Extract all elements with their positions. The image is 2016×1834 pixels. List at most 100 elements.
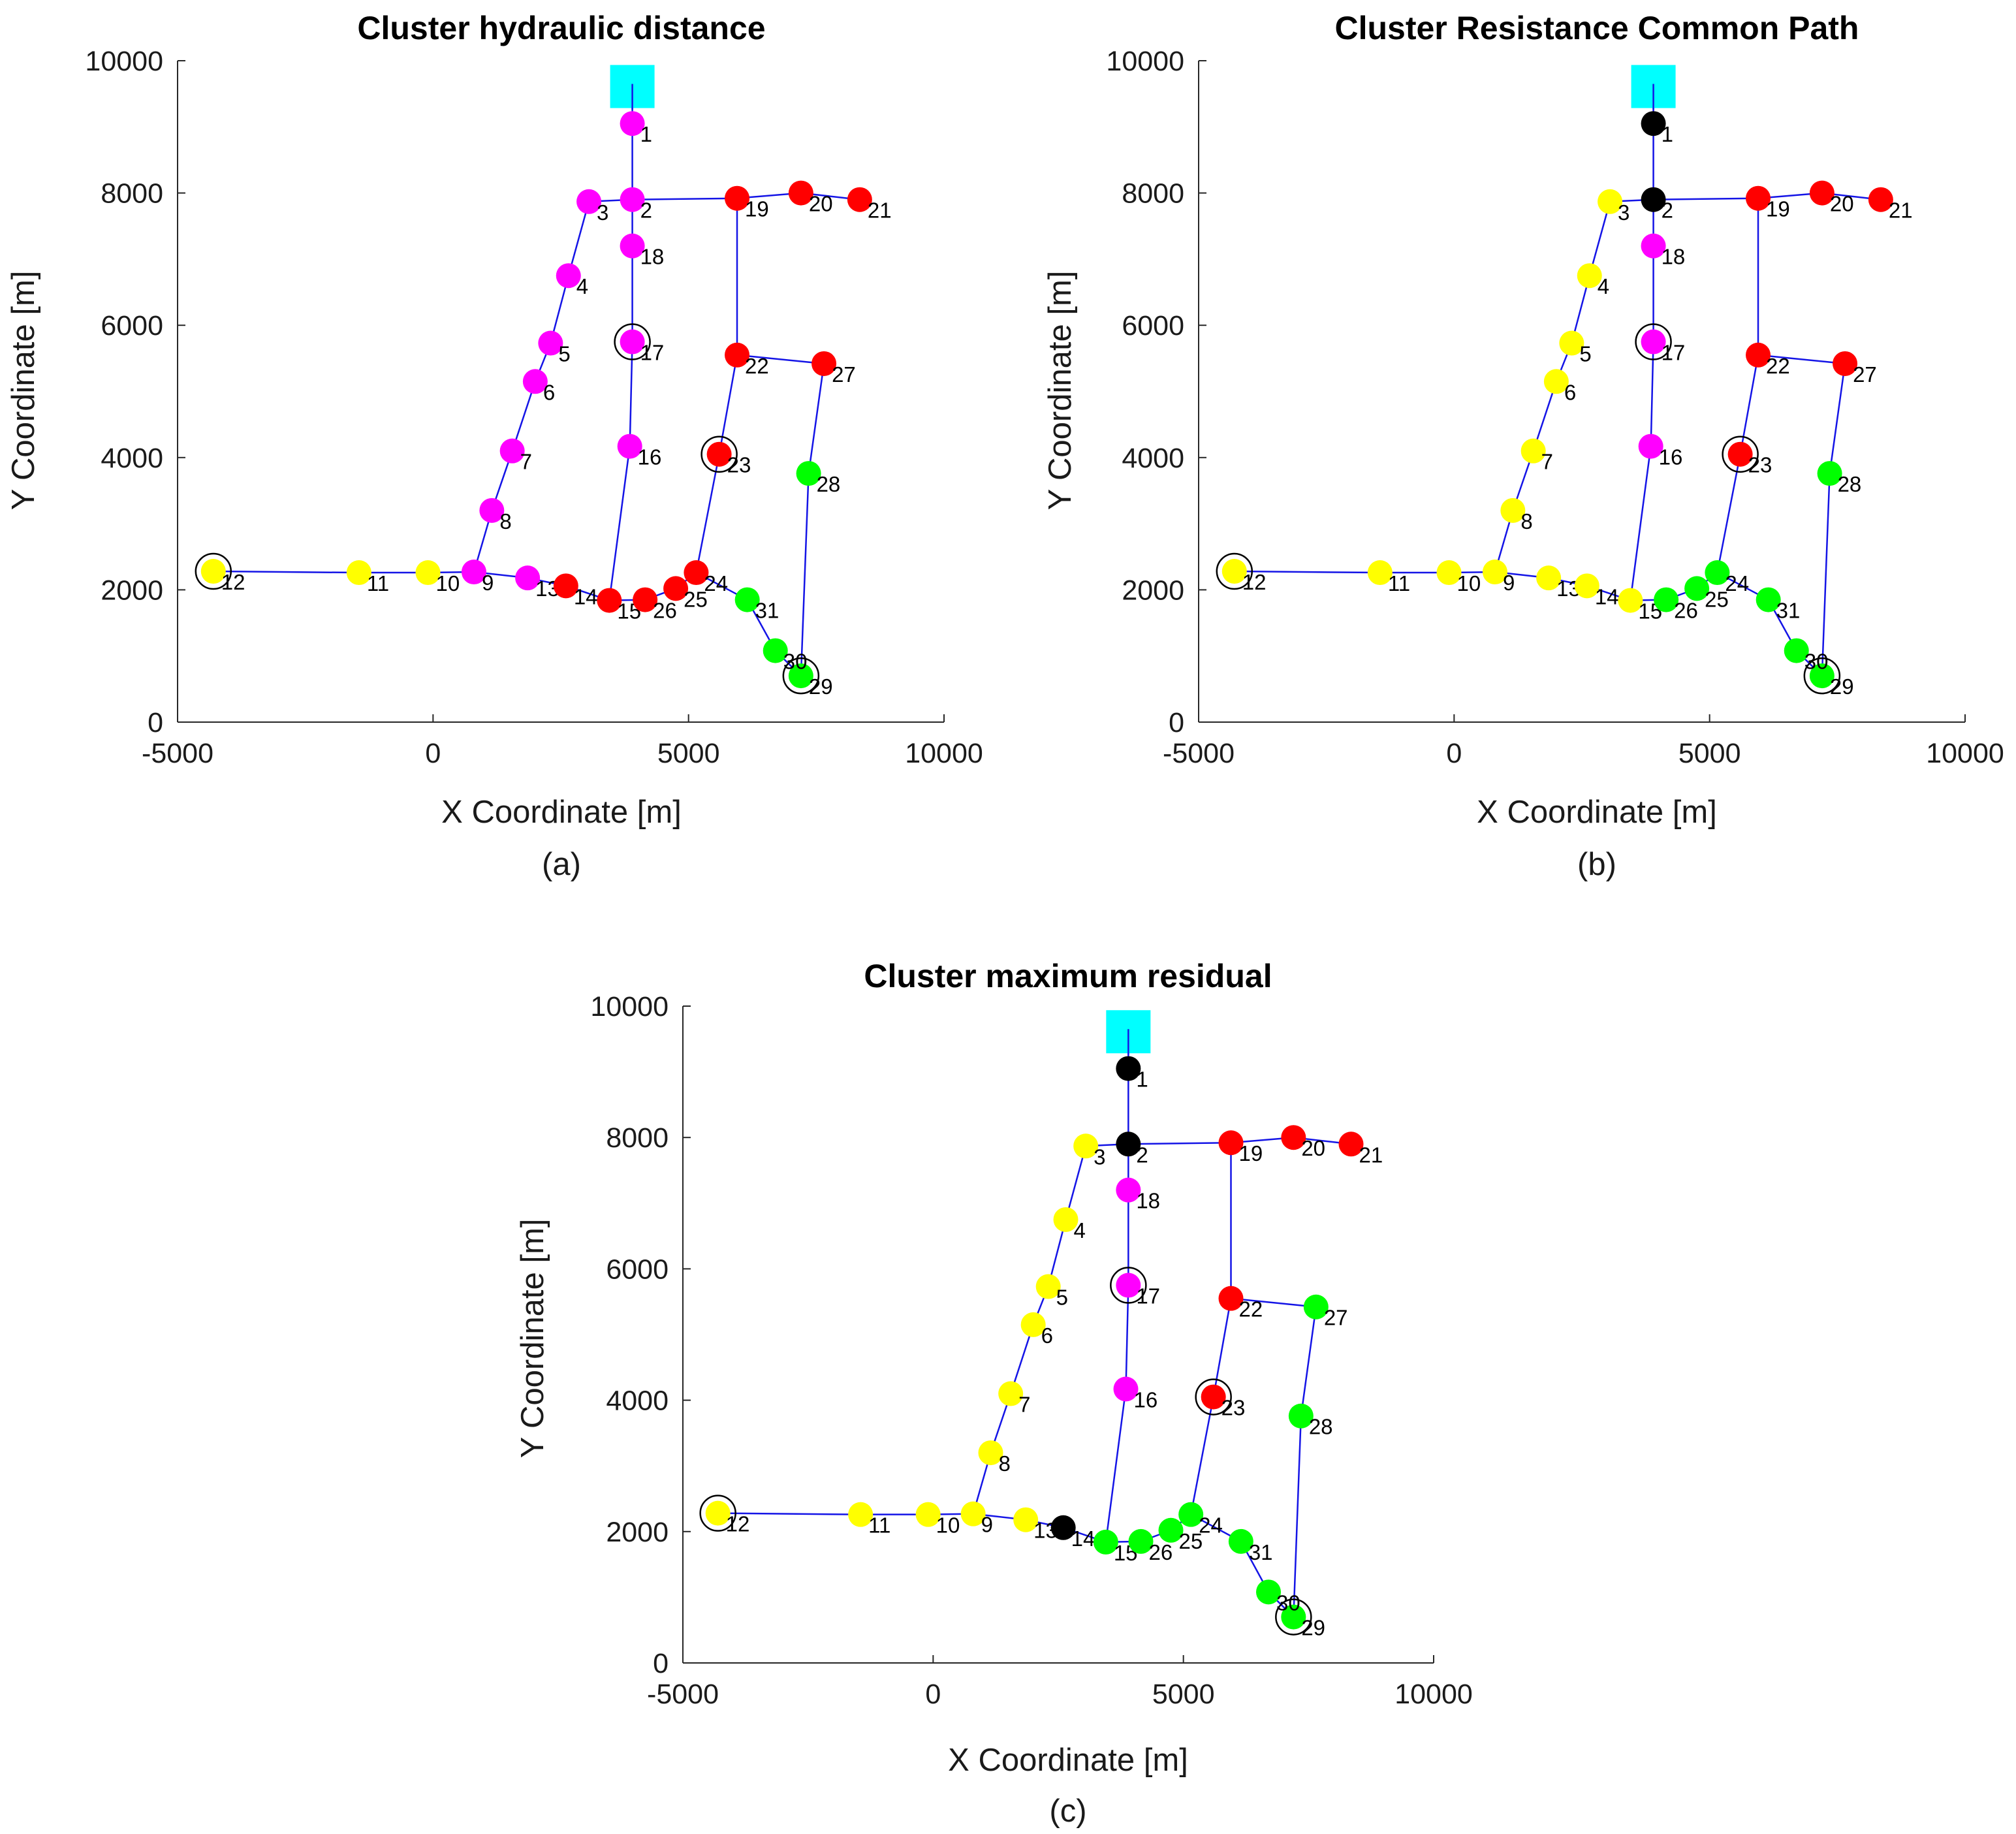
panel-b: Cluster Resistance Common Path Y Coordin… xyxy=(1043,10,2004,882)
pipe-edge xyxy=(1821,473,1831,676)
pipe-edge xyxy=(1231,1297,1316,1308)
node-label: 2 xyxy=(1662,198,1673,223)
node-label: 30 xyxy=(1276,1590,1300,1615)
node-label: 11 xyxy=(868,1513,890,1538)
node-marker xyxy=(1281,1604,1306,1630)
y-tick-label: 4000 xyxy=(101,443,163,474)
pipe-edge xyxy=(808,363,825,474)
node-label: 25 xyxy=(1179,1529,1203,1553)
sensor-ring-marker xyxy=(782,657,820,695)
node-marker xyxy=(1303,1294,1329,1320)
node-label: 3 xyxy=(597,200,608,225)
node-marker xyxy=(346,560,371,586)
x-tick-label: -5000 xyxy=(1163,738,1235,769)
node-label: 23 xyxy=(727,453,751,477)
node-label: 7 xyxy=(1018,1393,1030,1417)
node-marker xyxy=(1178,1502,1204,1527)
node-label: 21 xyxy=(868,198,892,223)
figure-caption: (b) xyxy=(1577,847,1616,882)
node-marker xyxy=(633,587,658,612)
x-tick-label: 10000 xyxy=(1394,1679,1473,1710)
x-axis-label: X Coordinate [m] xyxy=(948,1743,1188,1778)
node-label: 24 xyxy=(1725,571,1749,595)
y-tick-label: 0 xyxy=(148,707,163,738)
x-tick-label: 10000 xyxy=(1926,738,2004,769)
node-label: 1 xyxy=(1662,122,1673,146)
node-marker xyxy=(553,573,578,599)
node-marker xyxy=(1559,330,1584,356)
pipe-edge xyxy=(1234,570,1380,574)
node-marker xyxy=(1684,576,1710,601)
node-marker xyxy=(1218,1286,1244,1311)
node-marker xyxy=(1638,434,1663,459)
y-tick-label: 2000 xyxy=(101,575,163,606)
node-label: 27 xyxy=(1324,1306,1348,1330)
sensor-ring-marker xyxy=(1275,1598,1312,1636)
x-tick-label: 10000 xyxy=(905,738,983,769)
x-tick-label: -5000 xyxy=(647,1679,719,1710)
pipe-edge xyxy=(736,354,825,365)
node-label: 19 xyxy=(745,197,769,221)
node-marker xyxy=(1746,342,1771,368)
x-tick-label: -5000 xyxy=(142,738,213,769)
node-marker xyxy=(1050,1515,1076,1540)
pipe-edge xyxy=(567,201,590,276)
pipe-edge xyxy=(1630,446,1652,601)
node-label: 20 xyxy=(1301,1136,1325,1160)
pipe-edge xyxy=(695,454,720,573)
node-label: 31 xyxy=(1249,1540,1273,1564)
node-marker xyxy=(848,1502,874,1527)
node-label: 20 xyxy=(1830,192,1854,216)
node-label: 23 xyxy=(1221,1396,1246,1420)
pipe-edge xyxy=(632,197,738,200)
node-label: 24 xyxy=(704,571,728,595)
node-marker xyxy=(1093,1529,1118,1555)
node-label: 9 xyxy=(482,571,494,595)
node-marker xyxy=(597,588,622,613)
node-marker xyxy=(1288,1403,1314,1429)
node-label: 25 xyxy=(1705,587,1729,611)
node-label: 31 xyxy=(1776,599,1801,623)
node-marker xyxy=(1158,1517,1184,1543)
sensor-ring-marker xyxy=(1635,323,1672,360)
node-label: 5 xyxy=(558,342,570,366)
node-label: 14 xyxy=(1071,1526,1095,1551)
node-marker xyxy=(788,180,813,206)
node-marker xyxy=(1053,1207,1079,1232)
pipe-edge xyxy=(718,355,738,454)
node-label: 6 xyxy=(1564,380,1576,404)
y-tick-label: 0 xyxy=(1169,707,1184,738)
node-marker xyxy=(1228,1528,1253,1554)
node-marker xyxy=(1281,1125,1306,1150)
node-marker xyxy=(1536,565,1562,591)
node-label: 26 xyxy=(1149,1540,1173,1564)
y-tick-label: 4000 xyxy=(606,1385,669,1417)
node-label: 14 xyxy=(574,584,598,609)
x-tick-label: 0 xyxy=(925,1679,941,1710)
node-marker xyxy=(1482,560,1507,585)
pipe-edge xyxy=(1300,1306,1317,1416)
node-label: 31 xyxy=(755,599,780,623)
node-label: 18 xyxy=(1662,245,1686,269)
node-label: 27 xyxy=(1853,362,1877,387)
node-label: 10 xyxy=(436,571,460,595)
sensor-ring-marker xyxy=(1195,1378,1232,1415)
node-label: 18 xyxy=(1136,1189,1160,1213)
node-marker xyxy=(1013,1507,1039,1532)
y-tick-label: 6000 xyxy=(606,1254,669,1285)
pipe-edge xyxy=(1065,1145,1087,1220)
node-marker xyxy=(1868,187,1893,212)
node-marker xyxy=(1727,441,1753,467)
sensor-ring-marker xyxy=(195,552,232,590)
node-label: 17 xyxy=(1662,341,1686,365)
node-label: 29 xyxy=(1301,1616,1325,1640)
pipe-edge xyxy=(717,1512,861,1515)
node-label: 12 xyxy=(1242,570,1267,594)
node-marker xyxy=(705,1500,731,1526)
pipe-edge xyxy=(1293,1415,1302,1617)
node-label: 8 xyxy=(999,1451,1011,1476)
node-label: 9 xyxy=(981,1513,993,1537)
node-marker xyxy=(1520,438,1546,464)
node-marker xyxy=(461,560,486,585)
node-marker xyxy=(1574,573,1599,599)
